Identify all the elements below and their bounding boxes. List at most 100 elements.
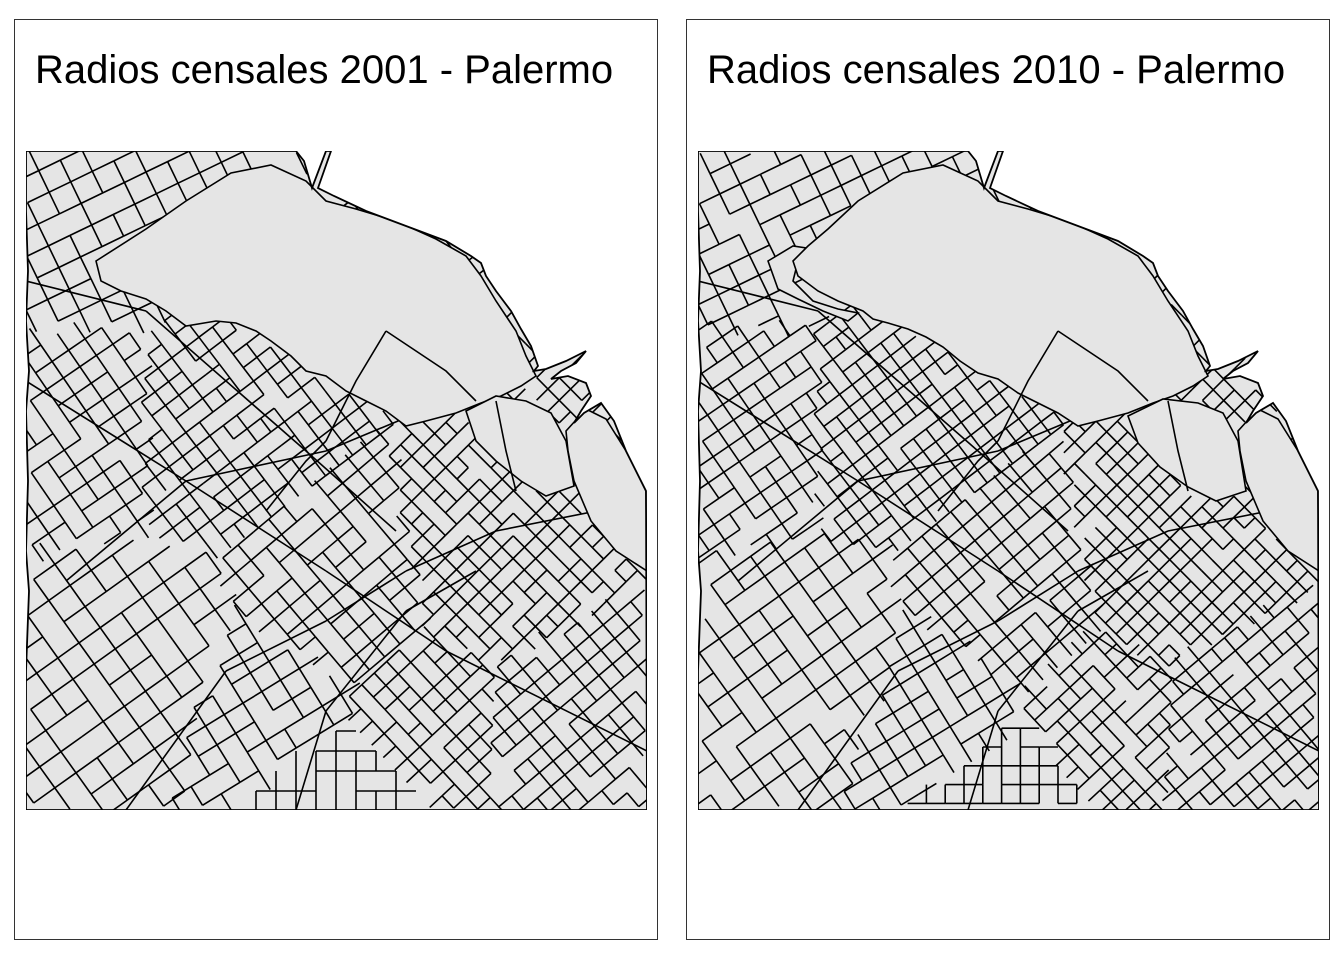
tract-edge	[893, 412, 905, 427]
tract-edge	[895, 637, 908, 657]
tract-edge	[51, 361, 65, 379]
tract-edge	[832, 348, 847, 360]
tract-edge	[1298, 740, 1313, 753]
tract-edge	[529, 721, 545, 735]
tract-edge	[337, 538, 352, 556]
tract-edge	[1185, 658, 1200, 672]
tract-edge	[410, 512, 424, 525]
tract-edge	[957, 578, 972, 595]
tract-edge	[1017, 503, 1031, 520]
tract-edge	[273, 605, 291, 620]
tract-edge	[811, 434, 824, 451]
tract-edge	[909, 450, 924, 462]
tract-edge	[175, 408, 190, 420]
tract-edge	[713, 524, 726, 541]
tract-edge	[1034, 452, 1050, 467]
tract-edge	[1058, 675, 1071, 688]
tract-edge	[79, 256, 92, 279]
tract-edge	[973, 412, 985, 426]
tract-edge	[557, 603, 570, 616]
tract-edge	[198, 421, 211, 437]
tract-edge	[1217, 708, 1230, 723]
tract-edge	[260, 590, 278, 605]
tract-edge	[190, 774, 211, 788]
tract-edge	[246, 332, 261, 345]
tract-edge	[276, 373, 292, 385]
tract-edge	[989, 662, 1005, 676]
tract-edge	[249, 393, 265, 406]
tract-edge	[479, 455, 492, 469]
tract-edge	[1008, 405, 1020, 420]
tract-edge	[27, 191, 50, 204]
tract-edge	[433, 546, 446, 559]
tract-edge	[199, 588, 216, 611]
tract-edge	[27, 599, 50, 617]
tract-edge	[191, 384, 204, 399]
tract-edge	[467, 591, 480, 605]
tract-edge	[568, 711, 584, 725]
tract-edge	[1136, 644, 1149, 656]
tract-edge	[1124, 722, 1137, 736]
tract-edge	[431, 723, 446, 736]
tract-edge	[145, 675, 168, 692]
tract-edge	[68, 338, 86, 351]
tract-edge	[193, 706, 207, 727]
tract-edge	[512, 546, 526, 560]
tract-edge	[926, 498, 940, 510]
tract-edge	[65, 480, 187, 582]
tract-edge	[141, 476, 157, 488]
tract-edge	[385, 471, 400, 489]
tract-edge	[721, 711, 743, 728]
tract-edge	[841, 626, 862, 643]
tract-edge	[246, 428, 259, 443]
tract-edge	[372, 456, 387, 474]
tract-edge	[345, 610, 360, 627]
tract-edge	[902, 588, 918, 602]
tract-edge	[223, 499, 238, 512]
tract-edge	[399, 455, 413, 468]
tract-edge	[196, 520, 211, 532]
tract-edge	[707, 314, 729, 326]
tract-edge	[698, 414, 708, 427]
tract-edge	[727, 314, 739, 336]
tract-edge	[1226, 734, 1241, 747]
tract-edge	[767, 649, 788, 665]
tract-edge	[1222, 538, 1235, 550]
tract-edge	[229, 451, 245, 464]
tract-edge	[701, 726, 723, 742]
tract-edge	[1169, 516, 1182, 529]
tract-edge	[265, 440, 327, 512]
tract-edge	[313, 480, 329, 497]
tract-edge	[322, 538, 339, 553]
tract-edge	[422, 478, 435, 491]
tract-edge	[384, 708, 398, 723]
tract-edge	[998, 392, 1010, 407]
tract-edge	[272, 698, 293, 711]
tract-edge	[730, 765, 751, 782]
tract-edge	[637, 665, 647, 681]
tract-edge	[851, 384, 863, 398]
tract-edge	[906, 403, 918, 417]
tract-edge	[1087, 616, 1102, 632]
tract-edge	[1254, 559, 1266, 572]
tract-edge	[368, 656, 386, 671]
tract-edge	[923, 633, 943, 646]
tract-edge	[886, 367, 901, 379]
tract-edge	[1289, 703, 1304, 717]
tract-edge	[783, 771, 800, 793]
tract-edge	[638, 794, 647, 808]
tract-edge	[707, 482, 720, 499]
tract-edge	[220, 781, 241, 795]
map-panel-2001: Radios censales 2001 - Palermo	[14, 19, 658, 940]
tract-edge	[1180, 389, 1193, 401]
tract-edge	[1055, 742, 1068, 756]
tract-edge	[1243, 517, 1256, 529]
tract-edge	[535, 656, 549, 672]
tract-edge	[156, 618, 174, 641]
tract-edge	[955, 605, 969, 621]
tract-edge	[764, 455, 782, 468]
tract-edge	[874, 387, 886, 401]
tract-edge	[753, 382, 766, 400]
tract-edge	[779, 214, 791, 236]
tract-edge	[923, 644, 936, 664]
